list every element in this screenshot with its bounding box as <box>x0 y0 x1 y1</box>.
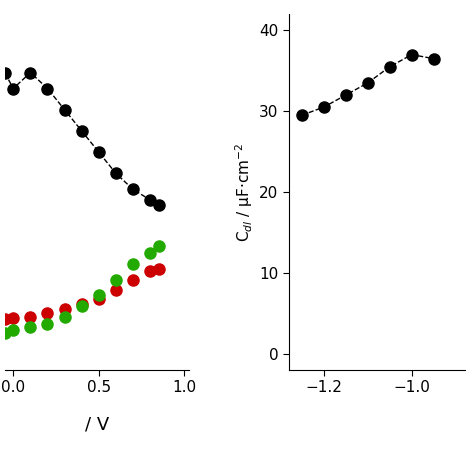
Text: / V: / V <box>85 416 109 434</box>
Y-axis label: C$_{dl}$ / μF·cm$^{-2}$: C$_{dl}$ / μF·cm$^{-2}$ <box>233 142 255 242</box>
